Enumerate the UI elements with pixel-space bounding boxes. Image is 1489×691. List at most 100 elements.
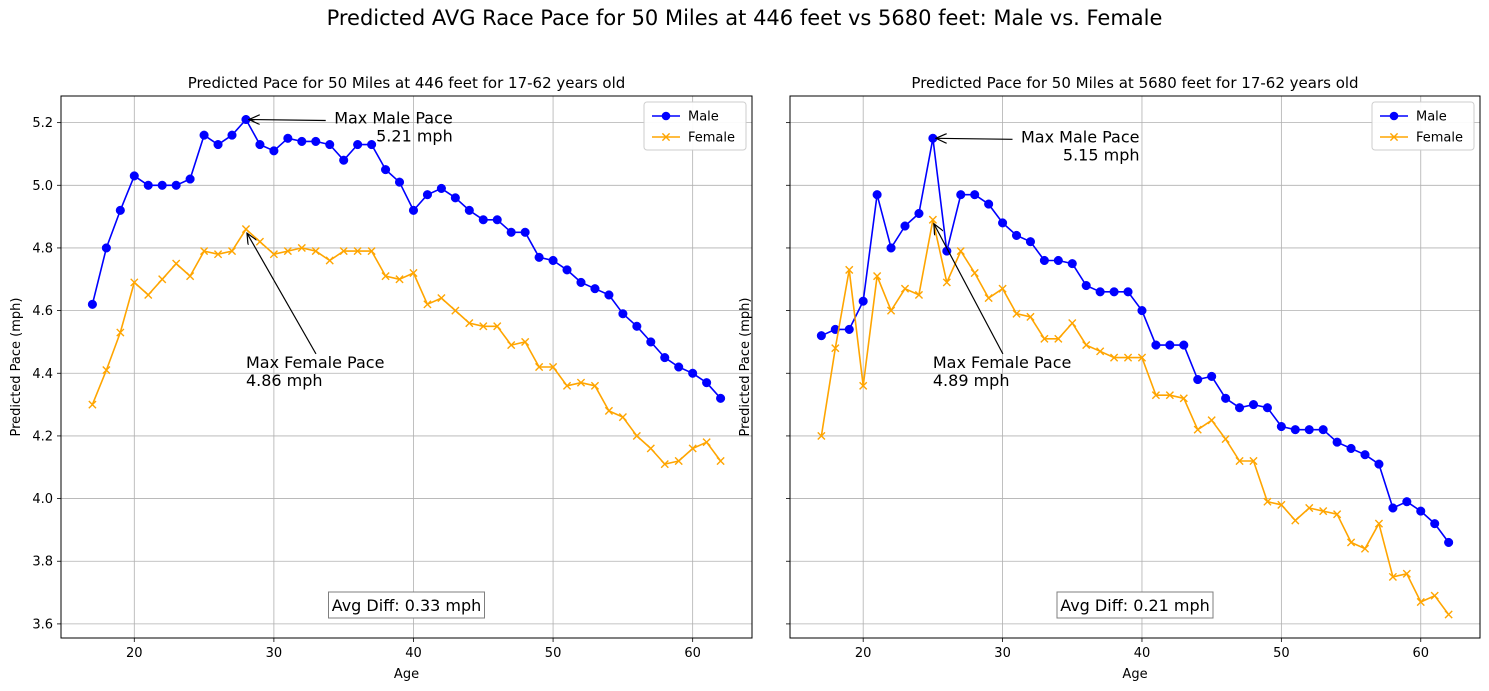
data-point-female [1068, 319, 1077, 328]
data-point-male [956, 190, 966, 200]
data-point-female [845, 265, 854, 274]
axes-frame [789, 95, 1481, 639]
legend: Male Female [643, 101, 747, 151]
data-point-female [900, 284, 910, 293]
chart-panel-1: 20 30 40 50 60 3.6 3.8 4.0 4.2 4.4 4.6 4.8 5.0 5.2 Max… [9, 74, 753, 682]
x-tick-label: 20 [126, 646, 143, 661]
data-point-male [339, 155, 349, 165]
data-point-female [886, 306, 896, 315]
data-point-male [492, 215, 502, 225]
data-point-female [1305, 503, 1314, 513]
data-point-male [506, 227, 516, 237]
data-point-male [716, 393, 726, 403]
data-point-female [1291, 516, 1300, 525]
data-point-male [394, 177, 405, 187]
x-axis-label: Age [1122, 667, 1147, 682]
data-point-male [227, 130, 237, 140]
data-point-male [1081, 280, 1091, 291]
avg-diff-box [1056, 591, 1214, 619]
data-point-female [1263, 497, 1272, 506]
y-axis-label: Predicted Pace (mph) [738, 298, 753, 437]
data-point-female [817, 431, 826, 441]
data-point-female [241, 225, 251, 234]
data-point-male [129, 171, 139, 181]
data-point-male [1039, 255, 1049, 266]
data-point-male [325, 140, 335, 150]
data-point-female [590, 381, 600, 390]
data-point-female [1040, 334, 1049, 343]
data-point-female [831, 344, 840, 353]
data-point-male [1402, 497, 1412, 507]
annotation-title: Max Female Pace [933, 353, 1071, 372]
data-point-male [1025, 237, 1036, 247]
data-point-female [1123, 353, 1133, 362]
data-point-female [507, 340, 516, 350]
series-line-female [91, 228, 722, 465]
data-point-male [1332, 437, 1342, 447]
data-point-male [702, 378, 712, 388]
data-point-female [1235, 456, 1244, 466]
legend: Male Female [1371, 101, 1475, 151]
data-point-male [1360, 450, 1370, 460]
x-tick-label: 40 [405, 646, 422, 661]
data-point-male [900, 221, 910, 231]
data-point-female [144, 290, 153, 300]
data-point-male [858, 296, 868, 306]
data-point-male [844, 324, 854, 334]
x-tick-label: 50 [1273, 646, 1290, 661]
data-point-male [199, 130, 209, 140]
y-tick-label: 4.4 [32, 367, 53, 382]
data-point-female [873, 272, 882, 281]
data-point-male [998, 218, 1008, 228]
data-point-male [185, 174, 195, 184]
data-point-female [409, 268, 418, 278]
data-point-female [493, 322, 502, 331]
data-point-male [1053, 255, 1063, 266]
data-point-male [1290, 425, 1300, 435]
data-point-female [1346, 538, 1356, 547]
data-point-male [171, 180, 181, 190]
data-point-female [1416, 597, 1425, 607]
data-point-female [632, 431, 641, 441]
y-tick-label: 5.0 [32, 179, 53, 194]
data-point-female [158, 275, 167, 284]
data-point-male [450, 193, 460, 203]
data-point-male [1179, 340, 1189, 350]
data-point-female [1137, 353, 1147, 362]
data-point-female [970, 268, 979, 278]
data-point-male [353, 140, 363, 150]
legend-marker-circle [661, 111, 671, 121]
data-point-female [186, 272, 195, 281]
y-axis-label: Predicted Pace (mph) [9, 298, 24, 437]
data-point-female [102, 366, 111, 375]
data-point-female [688, 444, 697, 453]
data-point-male [548, 255, 558, 266]
data-point-male [632, 321, 642, 331]
data-point-male [478, 215, 488, 225]
data-point-female [1109, 353, 1119, 362]
x-tick-label: 60 [684, 646, 701, 661]
data-point-male [1304, 425, 1314, 435]
y-tick-label: 5.2 [32, 116, 53, 131]
data-point-male [688, 368, 698, 378]
data-point-male [269, 146, 279, 156]
data-point-male [422, 190, 432, 200]
data-point-male [1318, 425, 1328, 435]
data-point-male [1430, 519, 1440, 529]
data-point-female [1207, 416, 1216, 425]
data-point-female [716, 456, 725, 466]
data-point-female [984, 293, 993, 303]
chart-title: Predicted Pace for 50 Miles at 446 feet … [188, 74, 626, 92]
data-point-male [1444, 537, 1454, 547]
data-point-male [1262, 403, 1272, 413]
series-line-male [821, 137, 1450, 543]
annotation-title: Max Male Pace [1021, 127, 1140, 146]
data-point-male [1234, 403, 1245, 413]
data-point-male [297, 136, 307, 146]
data-point-female [213, 250, 223, 259]
data-point-female [548, 362, 558, 372]
data-point-male [255, 140, 265, 150]
data-point-female [395, 275, 404, 284]
data-point-female [88, 400, 97, 409]
